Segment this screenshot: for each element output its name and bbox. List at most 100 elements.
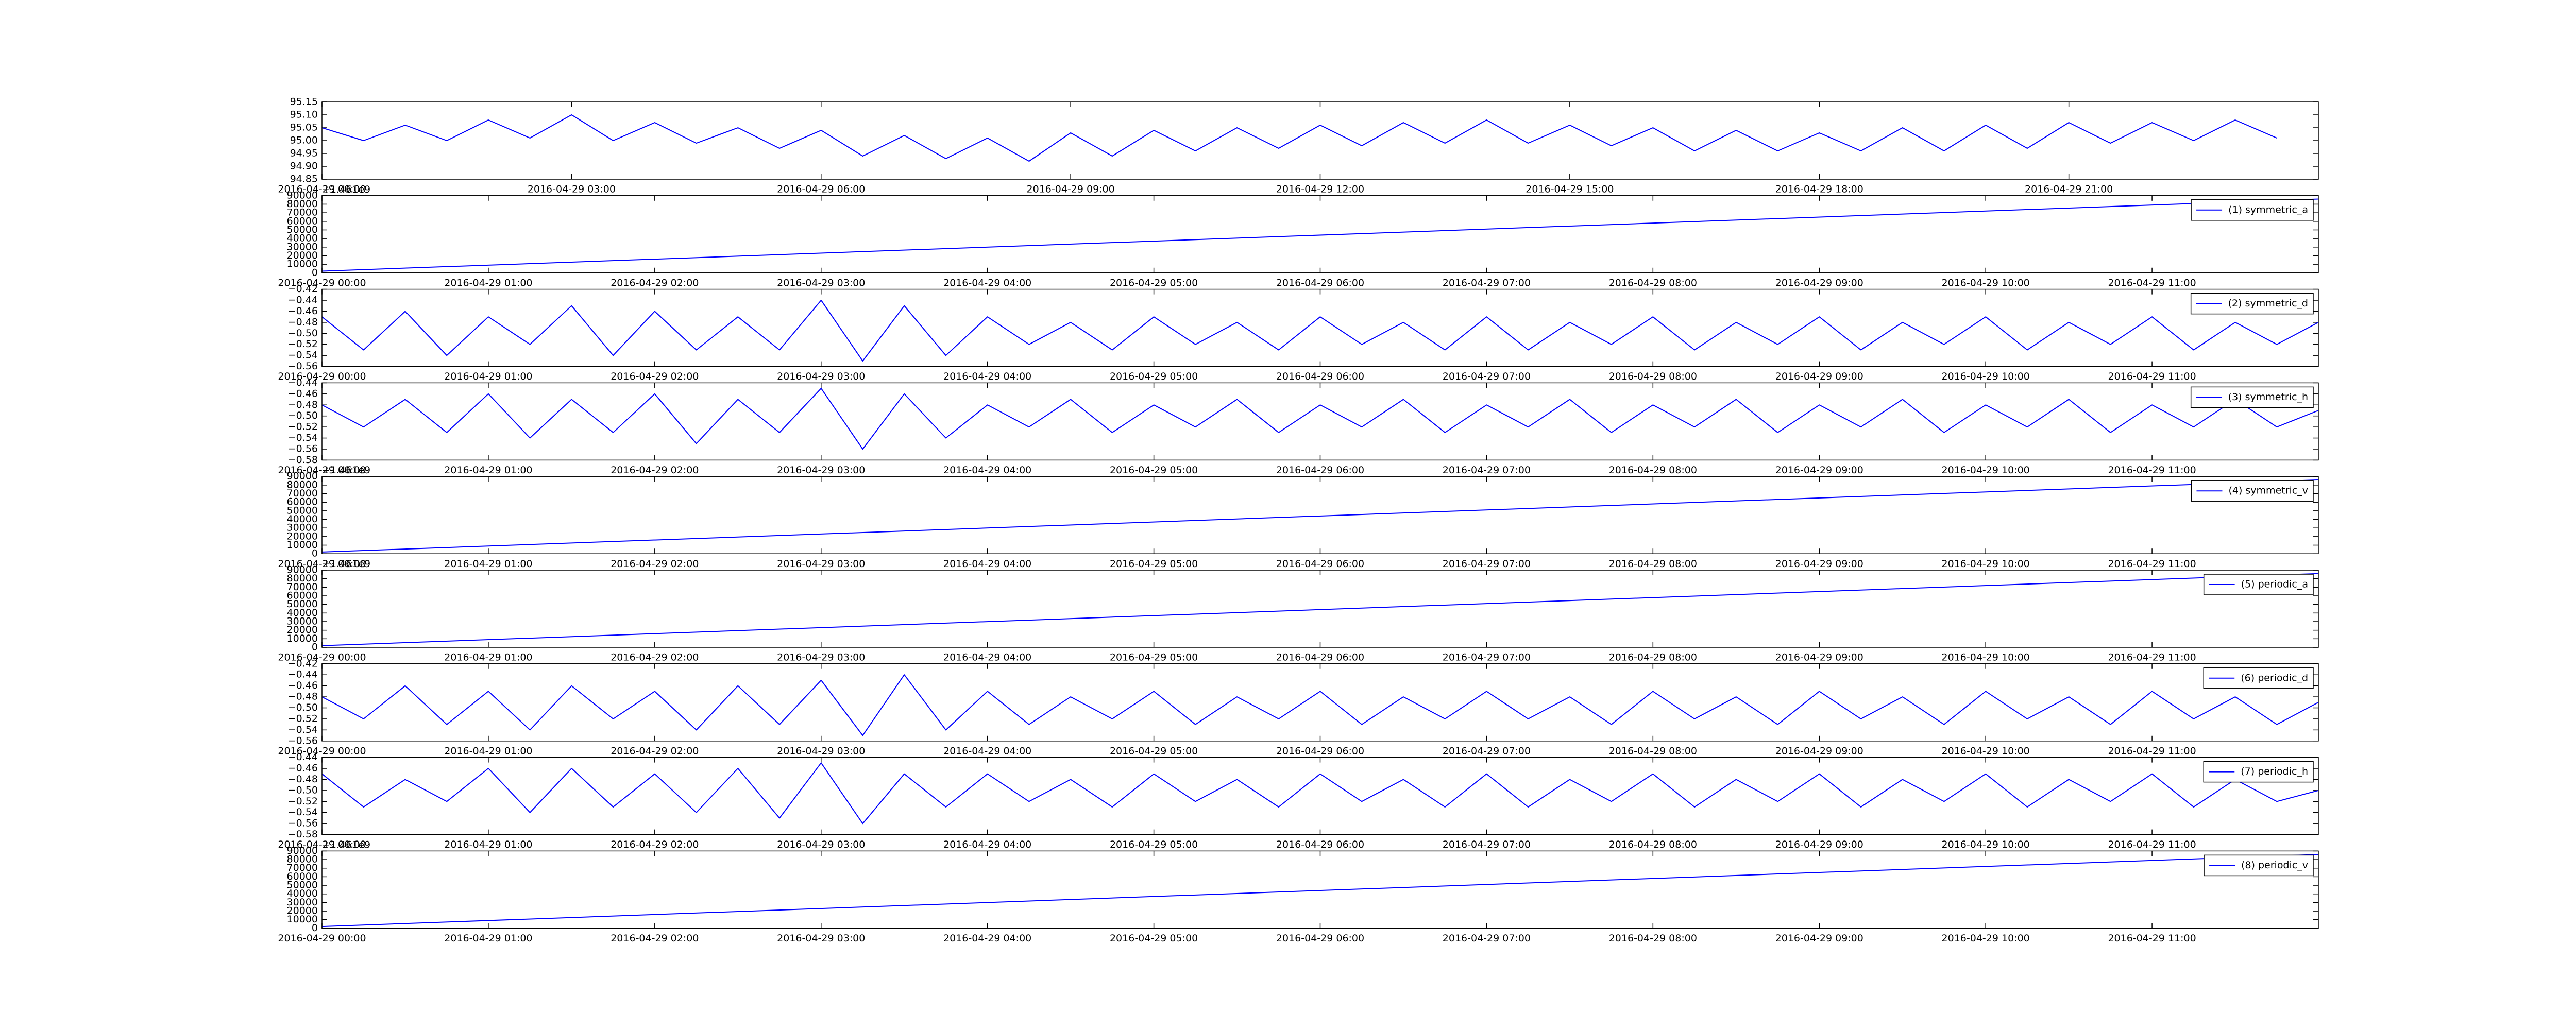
x-tick-label: 2016-04-29 05:00: [1110, 839, 1198, 850]
axes-frame: [321, 476, 2319, 554]
legend-label: (8) periodic_v: [2241, 860, 2308, 871]
x-tick-label: 2016-04-29 10:00: [1942, 933, 2030, 944]
x-tick-label: 2016-04-29 10:00: [1942, 839, 2030, 850]
x-tick-label: 2016-04-29 00:00: [278, 465, 366, 476]
axes-frame: [321, 101, 2319, 180]
y-tick-label: −0.50: [288, 702, 318, 713]
y-tick-label: 95.05: [290, 122, 318, 133]
x-tick-label: 2016-04-29 05:00: [1110, 371, 1198, 382]
x-tick-label: 2016-04-29 09:00: [1775, 558, 1863, 570]
x-tick-label: 2016-04-29 10:00: [1942, 277, 2030, 288]
legend-label: (2) symmetric_d: [2228, 298, 2308, 309]
x-tick-label: 2016-04-29 04:00: [943, 465, 1031, 476]
y-tick-label: −0.50: [288, 410, 318, 421]
data-line: [321, 573, 2319, 646]
y-tick-label: 94.85: [290, 174, 318, 185]
y-tick-label: 60000: [287, 590, 318, 602]
x-tick-label: 2016-04-29 01:00: [444, 839, 532, 850]
x-tick-label: 2016-04-29 01:00: [444, 558, 532, 570]
x-tick-label: 2016-04-29 08:00: [1609, 652, 1697, 663]
x-tick-label: 2016-04-29 04:00: [943, 652, 1031, 663]
y-tick-label: 40000: [287, 513, 318, 525]
offset-text: +1.461e9: [322, 839, 370, 850]
y-tick-label: 94.90: [290, 161, 318, 172]
x-tick-label: 2016-04-29 08:00: [1609, 745, 1697, 757]
x-tick-label: 2016-04-29 05:00: [1110, 652, 1198, 663]
x-tick-label: 2016-04-29 09:00: [1775, 933, 1863, 944]
x-tick-label: 2016-04-29 00:00: [278, 652, 366, 663]
y-tick-label: 20000: [287, 905, 318, 917]
y-tick-label: −0.58: [288, 829, 318, 840]
x-tick-label: 2016-04-29 00:00: [278, 839, 366, 850]
x-tick-label: 2016-04-29 10:00: [1942, 745, 2030, 757]
x-tick-label: 2016-04-29 00:00: [278, 277, 366, 288]
x-tick-label: 2016-04-29 15:00: [1526, 184, 1614, 195]
x-tick-label: 2016-04-29 09:00: [1027, 184, 1115, 195]
x-tick-label: 2016-04-29 09:00: [1775, 745, 1863, 757]
x-tick-label: 2016-04-29 10:00: [1942, 371, 2030, 382]
y-tick-label: −0.54: [288, 806, 318, 818]
y-tick-label: 10000: [287, 259, 318, 270]
x-tick-label: 2016-04-29 03:00: [777, 933, 865, 944]
x-tick-label: 2016-04-29 00:00: [278, 933, 366, 944]
x-tick-label: 2016-04-29 07:00: [1443, 465, 1531, 476]
y-tick-label: 90000: [287, 190, 318, 201]
x-tick-label: 2016-04-29 06:00: [1276, 652, 1364, 663]
x-tick-label: 2016-04-29 03:00: [777, 652, 865, 663]
y-tick-label: 90000: [287, 471, 318, 482]
x-tick-label: 2016-04-29 11:00: [2108, 277, 2196, 288]
y-tick-label: −0.54: [288, 350, 318, 361]
x-tick-label: 2016-04-29 03:00: [777, 465, 865, 476]
y-tick-label: 94.95: [290, 148, 318, 159]
data-line: [321, 674, 2319, 736]
x-tick-label: 2016-04-29 02:00: [611, 558, 699, 570]
x-tick-label: 2016-04-29 07:00: [1443, 371, 1531, 382]
y-tick-label: 10000: [287, 539, 318, 551]
y-tick-label: 40000: [287, 607, 318, 619]
x-tick-label: 2016-04-29 04:00: [943, 371, 1031, 382]
y-tick-label: 50000: [287, 224, 318, 235]
x-tick-label: 2016-04-29 10:00: [1942, 652, 2030, 663]
legend-label: (5) periodic_a: [2241, 579, 2308, 590]
x-tick-label: 2016-04-29 03:00: [777, 839, 865, 850]
legend-label: (6) periodic_d: [2241, 672, 2308, 683]
x-tick-label: 2016-04-29 01:00: [444, 465, 532, 476]
y-tick-label: −0.44: [288, 377, 318, 388]
offset-text: +1.461e9: [322, 465, 370, 476]
legend-label: (3) symmetric_h: [2228, 391, 2308, 403]
y-tick-label: −0.48: [288, 316, 318, 328]
data-line: [321, 479, 2319, 553]
data-line: [321, 114, 2277, 162]
y-tick-label: −0.44: [288, 669, 318, 680]
x-tick-label: 2016-04-29 03:00: [777, 371, 865, 382]
y-tick-label: 40000: [287, 233, 318, 244]
x-tick-label: 2016-04-29 04:00: [943, 558, 1031, 570]
y-tick-label: 95.15: [290, 96, 318, 108]
x-tick-label: 2016-04-29 11:00: [2108, 371, 2196, 382]
x-tick-label: 2016-04-29 06:00: [1276, 277, 1364, 288]
x-tick-label: 2016-04-29 03:00: [777, 558, 865, 570]
x-tick-label: 2016-04-29 07:00: [1443, 745, 1531, 757]
axes-frame: [321, 570, 2319, 648]
axes-frame: [321, 663, 2319, 742]
legend-label: (4) symmetric_v: [2228, 485, 2308, 496]
y-tick-label: 70000: [287, 862, 318, 873]
x-tick-label: 2016-04-29 01:00: [444, 371, 532, 382]
x-tick-label: 2016-04-29 08:00: [1609, 933, 1697, 944]
y-tick-label: 95.10: [290, 109, 318, 121]
y-tick-label: 80000: [287, 479, 318, 490]
y-tick-label: −0.46: [288, 680, 318, 691]
x-tick-label: 2016-04-29 04:00: [943, 745, 1031, 757]
y-tick-label: −0.52: [288, 421, 318, 433]
x-tick-label: 2016-04-29 09:00: [1775, 839, 1863, 850]
x-tick-label: 2016-04-29 11:00: [2108, 652, 2196, 663]
x-tick-label: 2016-04-29 11:00: [2108, 933, 2196, 944]
y-tick-label: 95.00: [290, 135, 318, 146]
y-tick-label: 80000: [287, 854, 318, 865]
y-tick-label: 50000: [287, 505, 318, 516]
y-tick-label: 60000: [287, 496, 318, 508]
y-tick-label: 80000: [287, 573, 318, 584]
y-tick-label: 80000: [287, 198, 318, 210]
y-tick-label: 30000: [287, 241, 318, 252]
data-line: [321, 198, 2319, 272]
